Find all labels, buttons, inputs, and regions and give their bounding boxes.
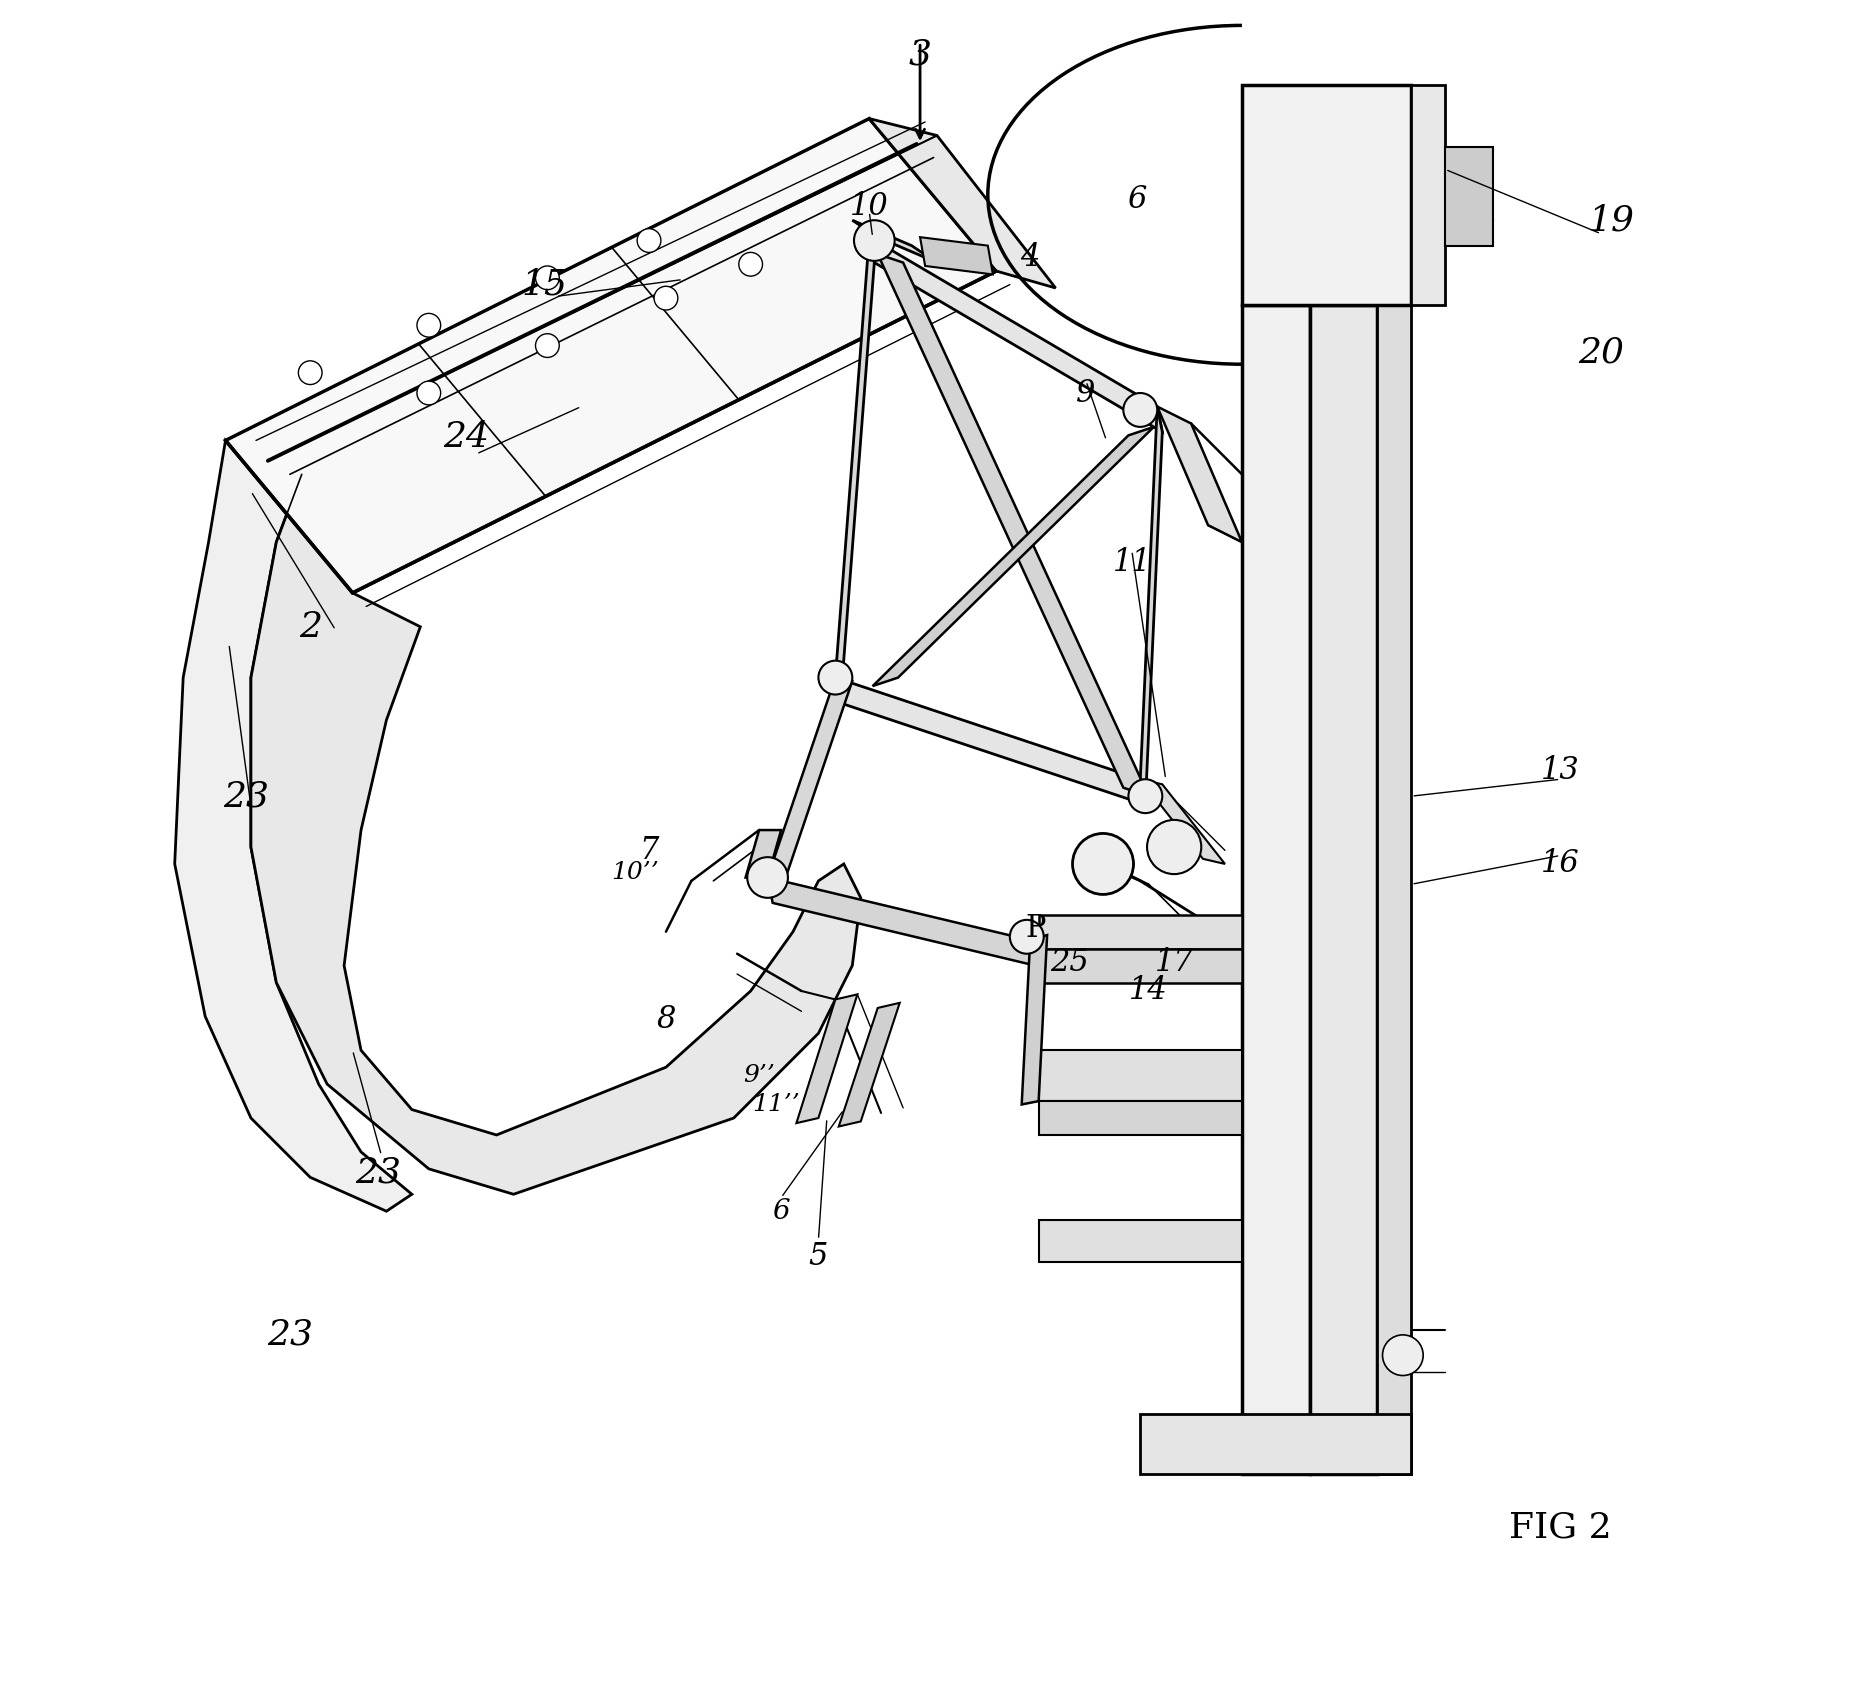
Polygon shape bbox=[869, 119, 1054, 288]
Polygon shape bbox=[877, 254, 1148, 796]
Text: 5: 5 bbox=[809, 1242, 828, 1272]
Text: 24: 24 bbox=[442, 420, 489, 454]
FancyBboxPatch shape bbox=[1444, 147, 1491, 246]
Text: 6: 6 bbox=[1126, 185, 1146, 215]
Circle shape bbox=[1382, 1335, 1422, 1376]
Circle shape bbox=[416, 381, 440, 405]
Text: 10’’: 10’’ bbox=[611, 861, 659, 884]
Polygon shape bbox=[745, 830, 781, 877]
Text: FIG 2: FIG 2 bbox=[1508, 1511, 1611, 1545]
Circle shape bbox=[819, 661, 852, 695]
Polygon shape bbox=[768, 678, 852, 881]
Text: 23: 23 bbox=[266, 1318, 313, 1352]
Circle shape bbox=[854, 220, 893, 261]
Text: 11’’: 11’’ bbox=[751, 1093, 800, 1116]
Polygon shape bbox=[796, 994, 858, 1123]
Text: 15: 15 bbox=[521, 268, 568, 302]
Polygon shape bbox=[920, 237, 993, 274]
Polygon shape bbox=[1410, 85, 1444, 305]
Text: P: P bbox=[1025, 913, 1045, 944]
Text: 20: 20 bbox=[1577, 335, 1624, 369]
Polygon shape bbox=[251, 474, 860, 1194]
Text: 4: 4 bbox=[1021, 242, 1040, 273]
Text: 3: 3 bbox=[908, 37, 931, 71]
Text: 8: 8 bbox=[656, 1005, 676, 1035]
Polygon shape bbox=[1139, 407, 1161, 805]
Polygon shape bbox=[225, 119, 996, 593]
Polygon shape bbox=[1242, 305, 1309, 1474]
Text: 17: 17 bbox=[1154, 947, 1193, 977]
Circle shape bbox=[1128, 779, 1161, 813]
Circle shape bbox=[536, 334, 558, 357]
Polygon shape bbox=[873, 427, 1154, 686]
Text: 13: 13 bbox=[1540, 756, 1579, 786]
Polygon shape bbox=[1139, 1414, 1410, 1474]
Polygon shape bbox=[835, 678, 1144, 805]
Polygon shape bbox=[1038, 1050, 1242, 1101]
Circle shape bbox=[416, 313, 440, 337]
Text: 7: 7 bbox=[639, 835, 657, 866]
Polygon shape bbox=[1158, 407, 1242, 542]
Text: 6: 6 bbox=[772, 1198, 790, 1225]
Circle shape bbox=[1010, 920, 1043, 954]
Text: 9’’: 9’’ bbox=[744, 1064, 775, 1088]
Circle shape bbox=[536, 266, 558, 290]
Circle shape bbox=[1122, 393, 1158, 427]
Polygon shape bbox=[869, 237, 1161, 432]
Polygon shape bbox=[1038, 1101, 1242, 1135]
Circle shape bbox=[637, 229, 661, 252]
Circle shape bbox=[738, 252, 762, 276]
Text: 9: 9 bbox=[1075, 378, 1096, 408]
Circle shape bbox=[747, 857, 787, 898]
Circle shape bbox=[1146, 820, 1201, 874]
Polygon shape bbox=[1038, 949, 1242, 983]
Circle shape bbox=[298, 361, 322, 385]
Text: 23: 23 bbox=[223, 779, 268, 813]
Text: 19: 19 bbox=[1586, 203, 1633, 237]
Polygon shape bbox=[1038, 1220, 1242, 1262]
Polygon shape bbox=[852, 220, 936, 263]
Text: 2: 2 bbox=[298, 610, 322, 644]
Circle shape bbox=[1071, 833, 1133, 894]
Text: 25: 25 bbox=[1049, 947, 1088, 977]
Polygon shape bbox=[1309, 305, 1377, 1474]
Text: 16: 16 bbox=[1540, 849, 1579, 879]
Polygon shape bbox=[839, 1003, 899, 1127]
Polygon shape bbox=[174, 440, 412, 1211]
Polygon shape bbox=[1242, 85, 1410, 305]
Circle shape bbox=[654, 286, 678, 310]
Polygon shape bbox=[1021, 935, 1047, 1104]
Polygon shape bbox=[1038, 915, 1242, 949]
Polygon shape bbox=[1139, 779, 1225, 864]
Text: 11: 11 bbox=[1113, 547, 1150, 578]
Polygon shape bbox=[768, 877, 1034, 966]
Text: 14: 14 bbox=[1129, 976, 1167, 1006]
Text: 10: 10 bbox=[850, 191, 888, 222]
Text: 23: 23 bbox=[354, 1155, 401, 1189]
Polygon shape bbox=[835, 237, 875, 703]
Polygon shape bbox=[1377, 305, 1410, 1474]
